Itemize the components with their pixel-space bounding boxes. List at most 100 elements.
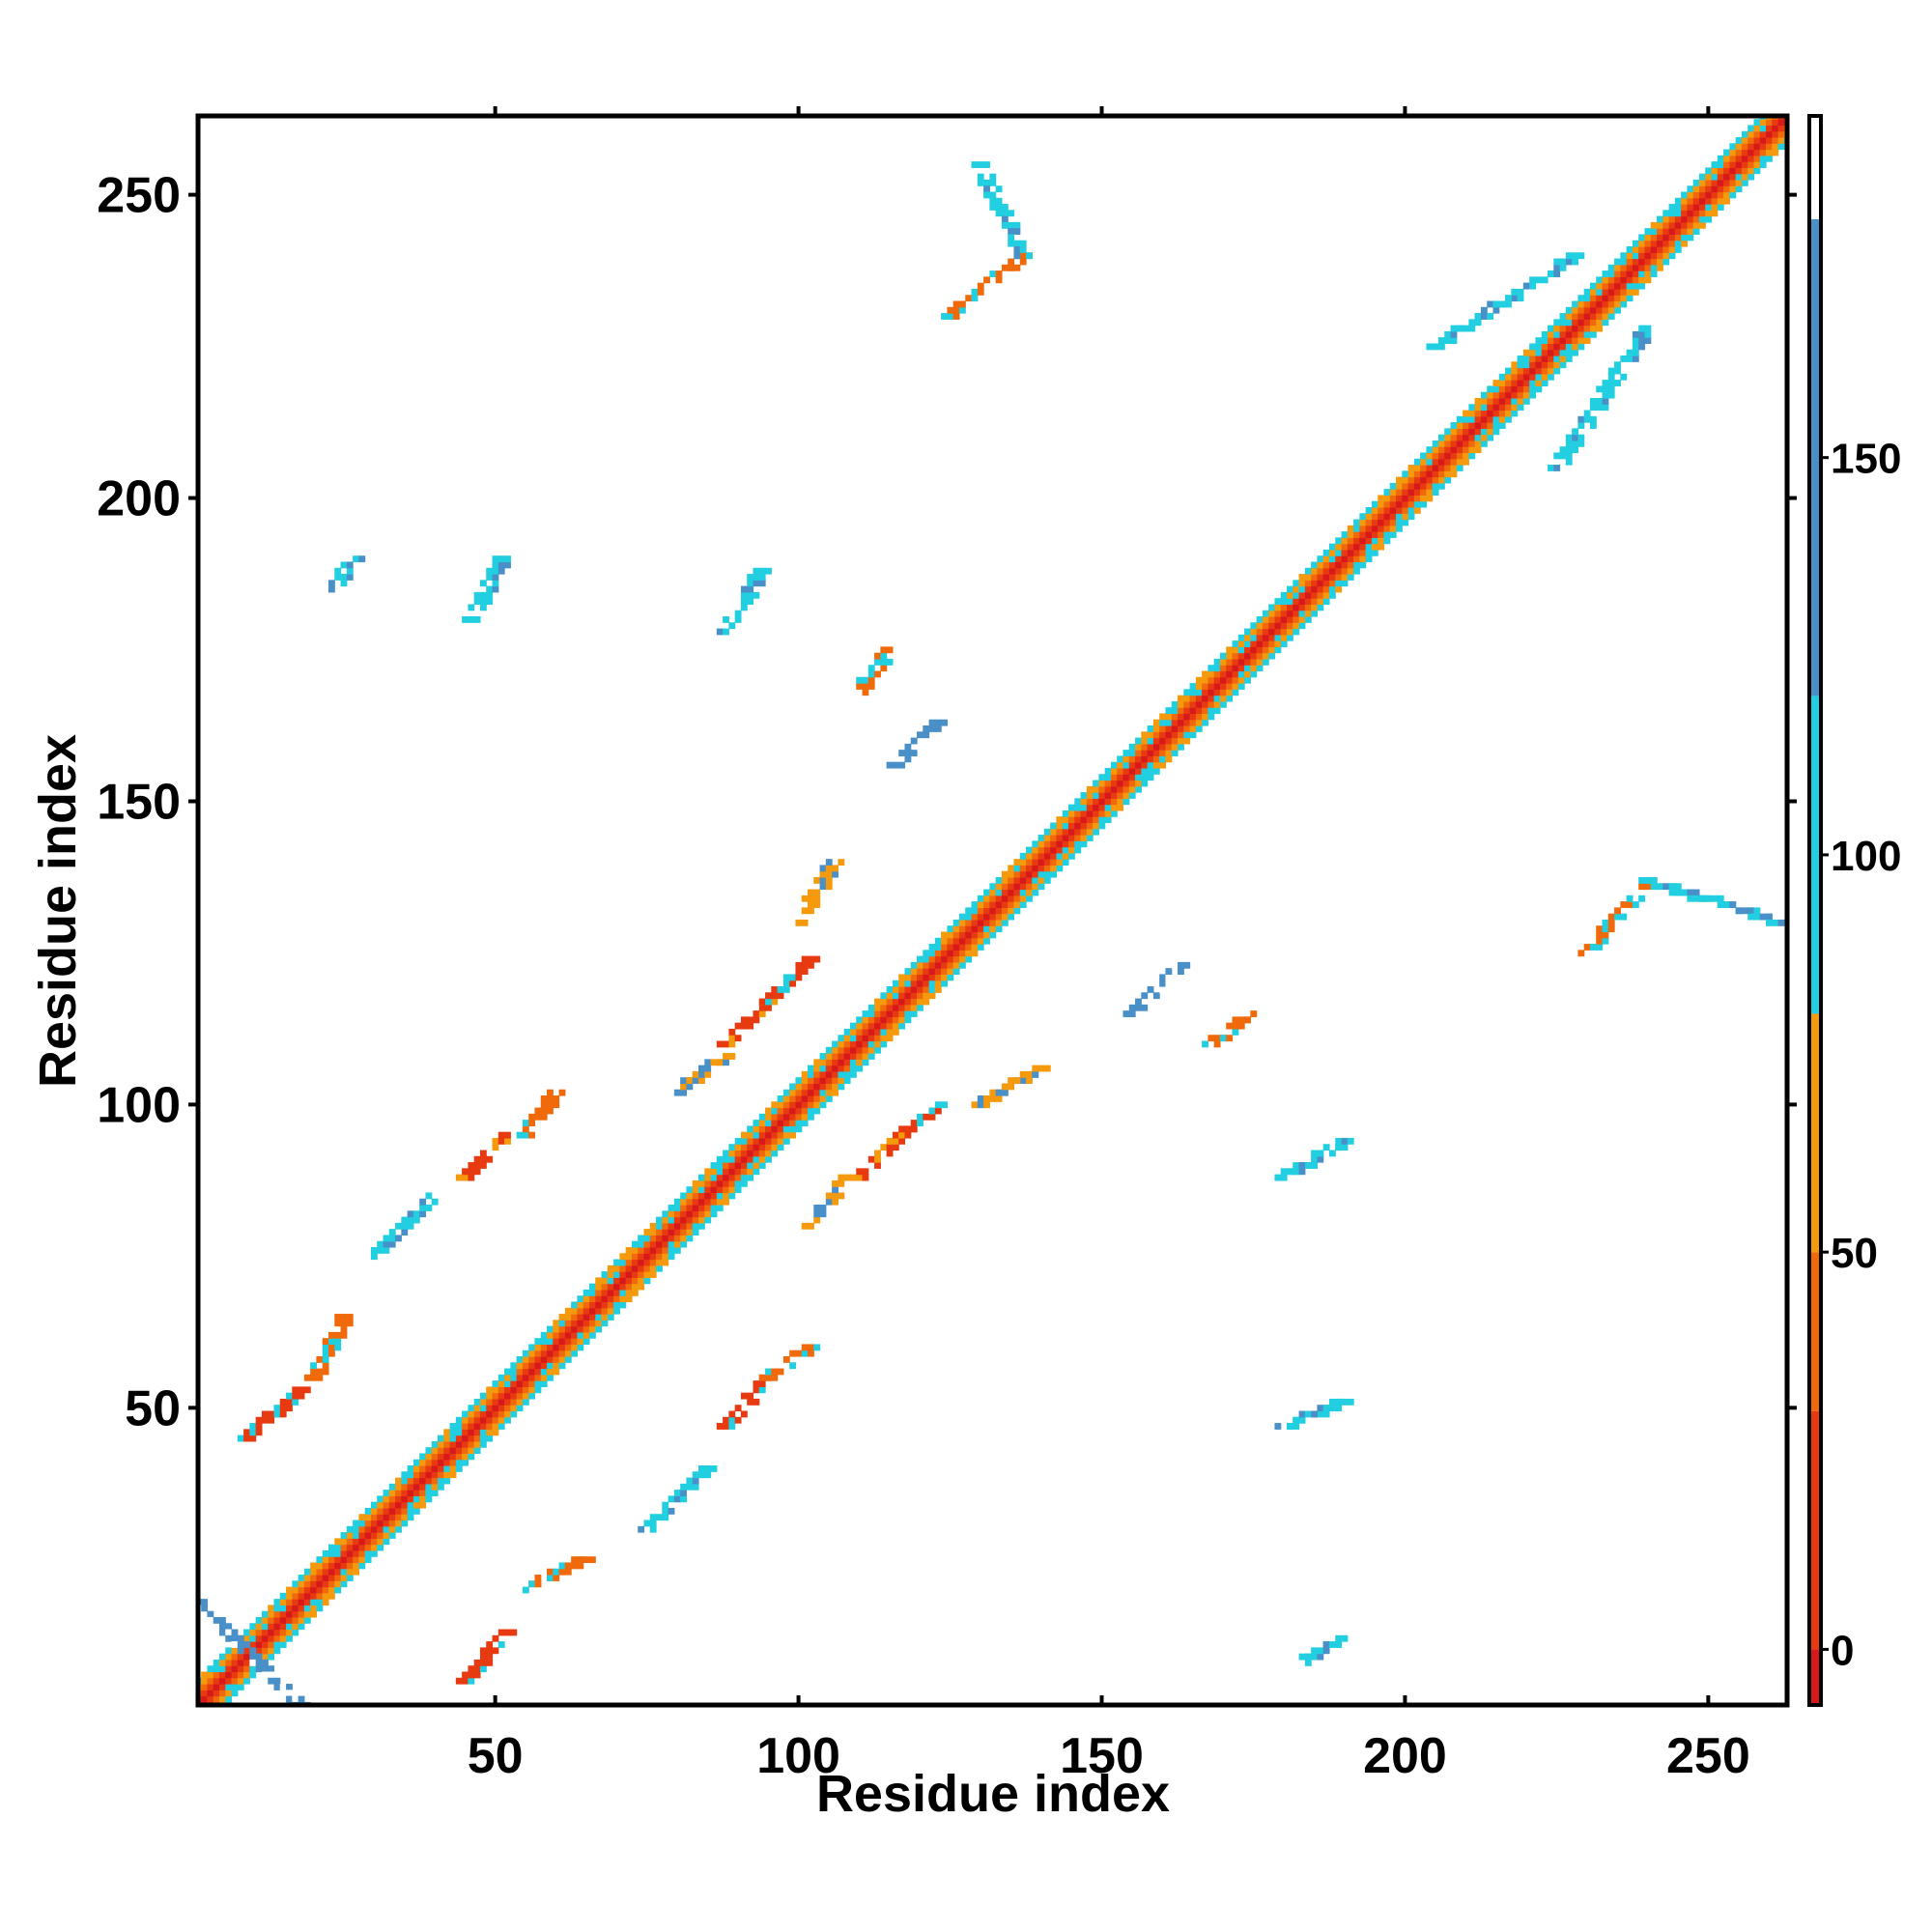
heatmap-cell (983, 161, 990, 168)
heatmap-cell (1456, 465, 1463, 471)
heatmap-cell (1317, 561, 1324, 569)
heatmap-cell (577, 1562, 584, 1570)
heatmap-cell (734, 1144, 742, 1151)
heatmap-cell (588, 1325, 596, 1333)
heatmap-cell (1322, 1647, 1330, 1655)
heatmap-cell (1529, 391, 1537, 399)
heatmap-cell (1632, 240, 1639, 247)
heatmap-cell (328, 1568, 335, 1576)
heatmap-cell (1001, 204, 1009, 211)
heatmap-cell (989, 270, 997, 277)
heatmap-cell (1529, 361, 1537, 369)
heatmap-cell (1468, 319, 1476, 327)
heatmap-cell (692, 1198, 699, 1206)
heatmap-cell (1456, 325, 1463, 332)
heatmap-cell (892, 1144, 899, 1151)
heatmap-cell (1474, 440, 1482, 447)
plot-frame (195, 113, 1790, 1708)
heatmap-cell (1311, 610, 1318, 617)
heatmap-cell (892, 992, 899, 1000)
heatmap-cell (728, 1179, 736, 1187)
heatmap-cell (1548, 361, 1554, 369)
heatmap-cell (364, 1507, 372, 1515)
heatmap-cell (1371, 513, 1378, 521)
heatmap-cell (1753, 913, 1761, 921)
heatmap-cell (838, 1059, 845, 1066)
heatmap-cell (1687, 234, 1694, 242)
heatmap-cell (1607, 925, 1615, 933)
heatmap-cell (553, 1355, 560, 1363)
heatmap-cell (1522, 355, 1530, 362)
heatmap-cell (1529, 349, 1537, 356)
heatmap-cell (1589, 295, 1597, 302)
heatmap-cell (1517, 355, 1524, 362)
heatmap-cell (1632, 258, 1639, 266)
heatmap-cell (1759, 155, 1767, 162)
heatmap-cell (1626, 264, 1634, 271)
heatmap-cell (856, 1022, 864, 1030)
heatmap-cell (1226, 658, 1234, 666)
heatmap-cell (874, 998, 881, 1006)
heatmap-cell (1692, 895, 1700, 902)
y-tick-label: 150 (97, 774, 181, 830)
heatmap-cell (662, 1507, 669, 1515)
heatmap-cell (1711, 185, 1719, 193)
heatmap-cell (1705, 895, 1713, 902)
heatmap-cell (958, 961, 966, 969)
heatmap-cell (1535, 355, 1543, 362)
heatmap-cell (1250, 634, 1258, 641)
heatmap-cell (1147, 750, 1154, 756)
heatmap-cell (1402, 500, 1409, 508)
heatmap-cell (1050, 840, 1058, 848)
heatmap-cell (1147, 761, 1154, 769)
heatmap-cell (1183, 695, 1191, 702)
heatmap-cell (656, 1216, 663, 1224)
heatmap-cell (1559, 330, 1567, 338)
heatmap-cell (1777, 136, 1785, 144)
heatmap-cell (492, 1423, 499, 1430)
heatmap-cell (1074, 810, 1082, 817)
heatmap-cell (613, 1277, 620, 1285)
heatmap-cell (704, 1216, 712, 1224)
heatmap-cell (753, 1010, 760, 1017)
heatmap-cell (710, 1192, 718, 1200)
heatmap-cell (1378, 506, 1385, 514)
heatmap-cell (1195, 676, 1203, 684)
heatmap-cell (1117, 755, 1124, 763)
heatmap-cell (886, 992, 894, 1000)
heatmap-cell (977, 282, 984, 290)
heatmap-cell (777, 1144, 784, 1151)
heatmap-cell (874, 1010, 881, 1017)
heatmap-cell (1328, 543, 1336, 551)
heatmap-cell (504, 1131, 511, 1139)
heatmap-cell (1171, 961, 1179, 969)
heatmap-cell (479, 1653, 487, 1661)
heatmap-cell (1256, 652, 1264, 660)
heatmap-cell (771, 1150, 779, 1157)
heatmap-cell (468, 1665, 475, 1673)
heatmap-cell (255, 1623, 263, 1631)
heatmap-cell (328, 1562, 335, 1570)
heatmap-cell (1050, 865, 1058, 872)
heatmap-cell (1189, 719, 1197, 726)
heatmap-cell (395, 1222, 402, 1230)
heatmap-cell (255, 1634, 263, 1642)
heatmap-cell (1505, 410, 1512, 417)
heatmap-cell (952, 925, 960, 933)
heatmap-cell (619, 1253, 627, 1261)
heatmap-cell (1317, 598, 1324, 606)
heatmap-cell (1674, 883, 1682, 891)
heatmap-cell (1444, 440, 1452, 447)
heatmap-cell (1644, 337, 1652, 345)
heatmap-cell (340, 1580, 348, 1588)
heatmap-cell (486, 1429, 494, 1436)
heatmap-cell (601, 1271, 609, 1278)
heatmap-cell (213, 1690, 220, 1697)
heatmap-cell (898, 1022, 906, 1030)
heatmap-cell (710, 1210, 718, 1218)
heatmap-cell (298, 1623, 305, 1631)
heatmap-cell (631, 1264, 639, 1272)
heatmap-cell (261, 1410, 269, 1418)
heatmap-cell (1159, 750, 1167, 756)
heatmap-cell (977, 895, 984, 902)
